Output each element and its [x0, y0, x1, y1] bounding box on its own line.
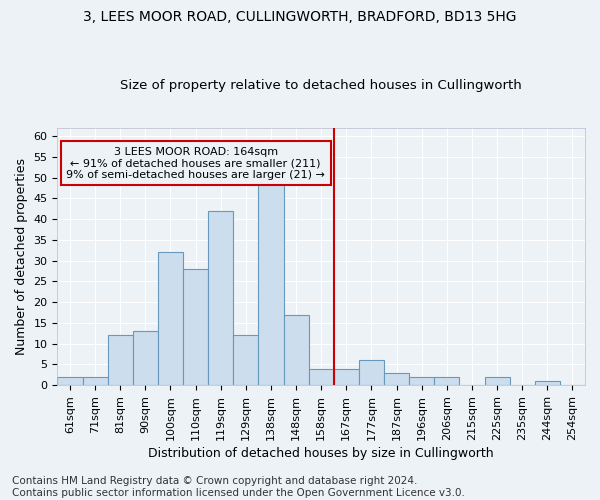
- Bar: [359, 360, 384, 385]
- Text: 3 LEES MOOR ROAD: 164sqm
← 91% of detached houses are smaller (211)
9% of semi-d: 3 LEES MOOR ROAD: 164sqm ← 91% of detach…: [66, 146, 325, 180]
- Bar: [208, 211, 233, 385]
- Bar: [233, 336, 259, 385]
- Bar: [485, 377, 509, 385]
- Text: Contains HM Land Registry data © Crown copyright and database right 2024.
Contai: Contains HM Land Registry data © Crown c…: [12, 476, 465, 498]
- Text: 3, LEES MOOR ROAD, CULLINGWORTH, BRADFORD, BD13 5HG: 3, LEES MOOR ROAD, CULLINGWORTH, BRADFOR…: [83, 10, 517, 24]
- Bar: [107, 336, 133, 385]
- X-axis label: Distribution of detached houses by size in Cullingworth: Distribution of detached houses by size …: [148, 447, 494, 460]
- Bar: [158, 252, 183, 385]
- Bar: [409, 377, 434, 385]
- Bar: [308, 368, 334, 385]
- Y-axis label: Number of detached properties: Number of detached properties: [15, 158, 28, 355]
- Bar: [259, 182, 284, 385]
- Bar: [384, 373, 409, 385]
- Bar: [58, 377, 83, 385]
- Bar: [434, 377, 460, 385]
- Bar: [334, 368, 359, 385]
- Bar: [83, 377, 107, 385]
- Bar: [284, 314, 308, 385]
- Bar: [183, 269, 208, 385]
- Title: Size of property relative to detached houses in Cullingworth: Size of property relative to detached ho…: [121, 79, 522, 92]
- Bar: [535, 381, 560, 385]
- Bar: [133, 332, 158, 385]
